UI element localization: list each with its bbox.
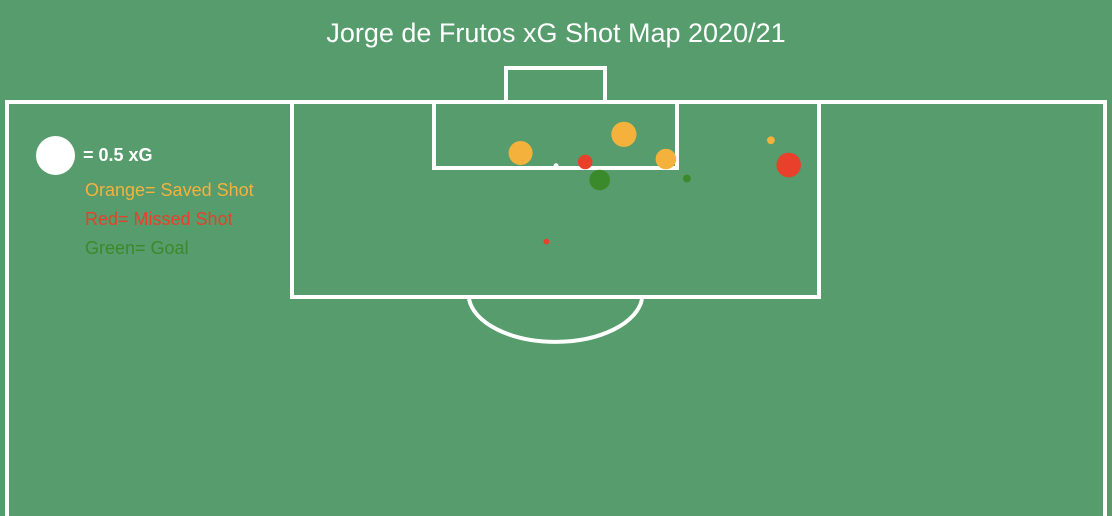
shot-marker-goal (683, 174, 691, 183)
shot-marker-goal (589, 169, 610, 191)
penalty-arc (467, 298, 644, 344)
shot-marker-unknown (553, 163, 559, 169)
shot-marker-missed (543, 238, 550, 245)
shot-marker-missed (776, 152, 801, 178)
penalty-box (290, 100, 821, 299)
size-key: = 0.5 xG (36, 134, 254, 176)
six-yard-box (432, 100, 679, 170)
legend-entry-saved: Orange= Saved Shot (85, 180, 254, 200)
pitch-lines (5, 66, 1107, 516)
shot-marker-saved (611, 121, 637, 147)
goal (504, 66, 607, 104)
shot-marker-saved (508, 141, 533, 165)
chart-title: Jorge de Frutos xG Shot Map 2020/21 (326, 18, 786, 48)
shot-marker-saved (767, 136, 775, 145)
legend-entry-missed: Red= Missed Shot (85, 209, 233, 229)
legend: = 0.5 xG Orange= Saved Shot Red= Missed … (36, 134, 254, 263)
shot-marker-saved (655, 148, 677, 170)
size-key-label: = 0.5 xG (83, 144, 153, 165)
shot-marker-missed (577, 154, 593, 170)
shots-layer (508, 121, 801, 245)
legend-entry-goal: Green= Goal (85, 238, 189, 258)
size-key-circle (36, 135, 75, 175)
